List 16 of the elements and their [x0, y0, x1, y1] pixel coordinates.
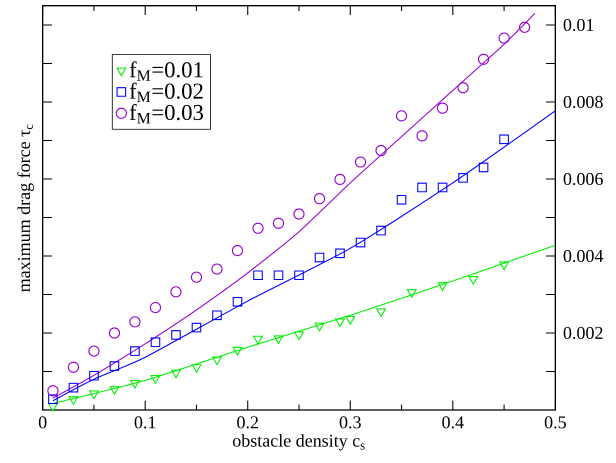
legend-label: f$_{M}$=0.01	[130, 61, 202, 81]
y-tick-label: 0.008	[564, 96, 603, 108]
x-tick-label: 0.1	[134, 416, 156, 428]
x-tick-label: 0	[38, 416, 46, 428]
legend-label: f$_{M}$=0.03	[130, 104, 203, 124]
x-tick-label: 0.3	[340, 416, 361, 428]
x-axis-title: obstacle density c$_{s}$	[232, 434, 365, 450]
y-tick-label: 0.01	[564, 18, 594, 32]
y-tick-label: 0.002	[564, 326, 602, 340]
y-tick-label: 0.006	[564, 172, 603, 186]
y-tick-label: 0.004	[564, 250, 604, 262]
legend-label: f$_{M}$=0.02	[130, 82, 203, 102]
x-tick-label: 0.4	[442, 416, 464, 428]
x-tick-label: 0.2	[237, 416, 258, 428]
x-tick-label: 0.5	[544, 416, 566, 428]
y-axis-title: maximum drag force τ$_{c}$	[17, 124, 34, 292]
